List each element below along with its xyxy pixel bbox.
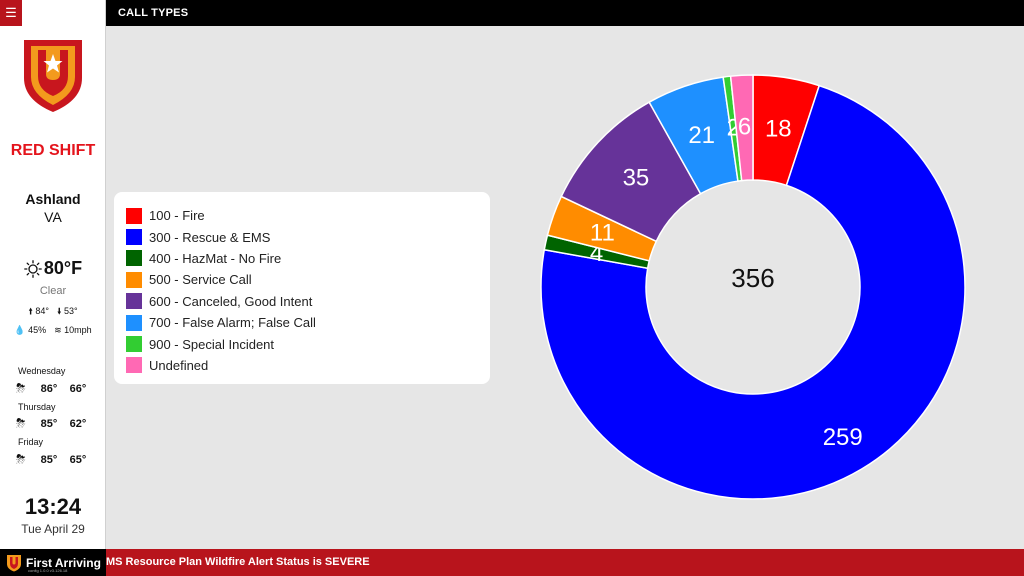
brand-version: config 1.0.0 v3.126.18	[28, 568, 68, 573]
forecast-day-2: Thursday	[18, 402, 56, 412]
legend-label: 100 - Fire	[149, 208, 205, 224]
wind: ≋ 10mph	[54, 325, 92, 336]
legend-swatch	[126, 229, 142, 246]
legend-item[interactable]: Undefined	[126, 355, 478, 376]
legend-label: 600 - Canceled, Good Intent	[149, 293, 313, 309]
menu-icon[interactable]: ☰	[0, 0, 22, 26]
legend-item[interactable]: 300 - Rescue & EMS	[126, 226, 478, 247]
donut-total: 356	[731, 263, 774, 293]
humidity-value: 45%	[28, 325, 47, 335]
forecast-row-2: ⛈ 85° 62°	[16, 416, 96, 431]
forecast-high: 86°	[40, 382, 58, 395]
donut-slice[interactable]	[540, 84, 966, 500]
low-temp-value: 53°	[64, 306, 78, 316]
slice-value-label: 6	[738, 114, 751, 141]
header-bar: CALL TYPES	[106, 0, 1024, 26]
high-low: 🠙 84° 🠛 53°	[0, 304, 106, 320]
state-name: VA	[44, 209, 62, 225]
low-temp: 🠛 53°	[57, 304, 78, 320]
brand: First Arriving config 1.0.0 v3.126.18	[0, 549, 106, 576]
legend-item[interactable]: 700 - False Alarm; False Call	[126, 312, 478, 333]
current-temperature: 80°F	[43, 258, 83, 278]
forecast-high: 85°	[40, 453, 58, 466]
footer-bar: First Arriving config 1.0.0 v3.126.18 MS…	[0, 549, 1024, 576]
arrow-up-icon: 🠙	[28, 306, 33, 316]
legend-label: 300 - Rescue & EMS	[149, 229, 271, 245]
weather-condition: Clear	[39, 285, 67, 297]
rain-icon: ⛈	[16, 452, 26, 466]
rain-icon: ⛈	[16, 416, 26, 430]
legend-label: 900 - Special Incident	[149, 336, 275, 352]
forecast-row-1: ⛈ 86° 66°	[16, 381, 96, 396]
legend-label: 500 - Service Call	[149, 272, 252, 288]
clock: 13:24	[24, 494, 82, 519]
shift-badge-logo	[24, 40, 82, 112]
page-title: CALL TYPES	[118, 7, 189, 19]
first-arriving-logo	[7, 554, 21, 571]
legend-swatch	[126, 357, 142, 374]
slice-value-label: 35	[623, 164, 650, 191]
forecast-row-3: ⛈ 85° 65°	[16, 452, 96, 467]
sidebar: ☰ RED SHIFT Ashland VA 80°F Clear 🠙 84° …	[0, 0, 106, 549]
humidity-wind: 💧 45% ≋ 10mph	[0, 325, 106, 336]
call-types-chart: 18 259 4 11 35 21 2 6 356	[106, 26, 1024, 549]
high-temp: 🠙 84°	[28, 304, 49, 320]
legend-swatch	[126, 314, 142, 331]
slice-value-label: 21	[688, 122, 715, 149]
legend-swatch	[126, 336, 142, 353]
forecast-low: 62°	[69, 417, 87, 430]
forecast-day-3: Friday	[18, 437, 44, 447]
legend-item[interactable]: 600 - Canceled, Good Intent	[126, 291, 478, 312]
legend-label: Undefined	[149, 357, 209, 373]
high-temp-value: 84°	[35, 306, 49, 316]
rain-icon: ⛈	[16, 381, 26, 395]
forecast-low: 66°	[69, 382, 87, 395]
chart-legend: 100 - Fire 300 - Rescue & EMS 400 - HazMat…	[114, 192, 490, 384]
slice-value-label: 18	[765, 116, 792, 143]
current-weather: 80°F	[0, 258, 106, 279]
wind-value: 10mph	[64, 325, 92, 335]
legend-swatch	[126, 293, 142, 310]
legend-label: 700 - False Alarm; False Call	[149, 315, 316, 331]
slice-value-label: 11	[590, 220, 615, 247]
slice-value-label: 259	[823, 424, 863, 451]
droplet-icon: 💧	[14, 325, 26, 335]
legend-item[interactable]: 100 - Fire	[126, 205, 478, 226]
legend-swatch	[126, 207, 142, 224]
donut-slice[interactable]	[729, 74, 754, 182]
sun-icon	[24, 259, 42, 278]
legend-swatch	[126, 250, 142, 267]
forecast-day-1: Wednesday	[18, 366, 66, 376]
wind-icon: ≋	[54, 325, 62, 335]
legend-label: 400 - HazMat - No Fire	[149, 250, 282, 266]
forecast-high: 85°	[40, 417, 58, 430]
city-name: Ashland	[25, 191, 81, 207]
legend-swatch	[126, 271, 142, 288]
brand-name: First Arriving	[26, 555, 101, 570]
forecast-low: 65°	[69, 453, 87, 466]
legend-item[interactable]: 900 - Special Incident	[126, 333, 478, 354]
legend-item[interactable]: 500 - Service Call	[126, 269, 478, 290]
date: Tue April 29	[21, 522, 85, 536]
legend-item[interactable]: 400 - HazMat - No Fire	[126, 248, 478, 269]
arrow-down-icon: 🠛	[57, 306, 62, 316]
humidity: 💧 45%	[14, 325, 46, 336]
alert-ticker: MS Resource Plan Wildfire Alert Status i…	[106, 556, 370, 568]
shift-name: RED SHIFT	[10, 142, 96, 159]
